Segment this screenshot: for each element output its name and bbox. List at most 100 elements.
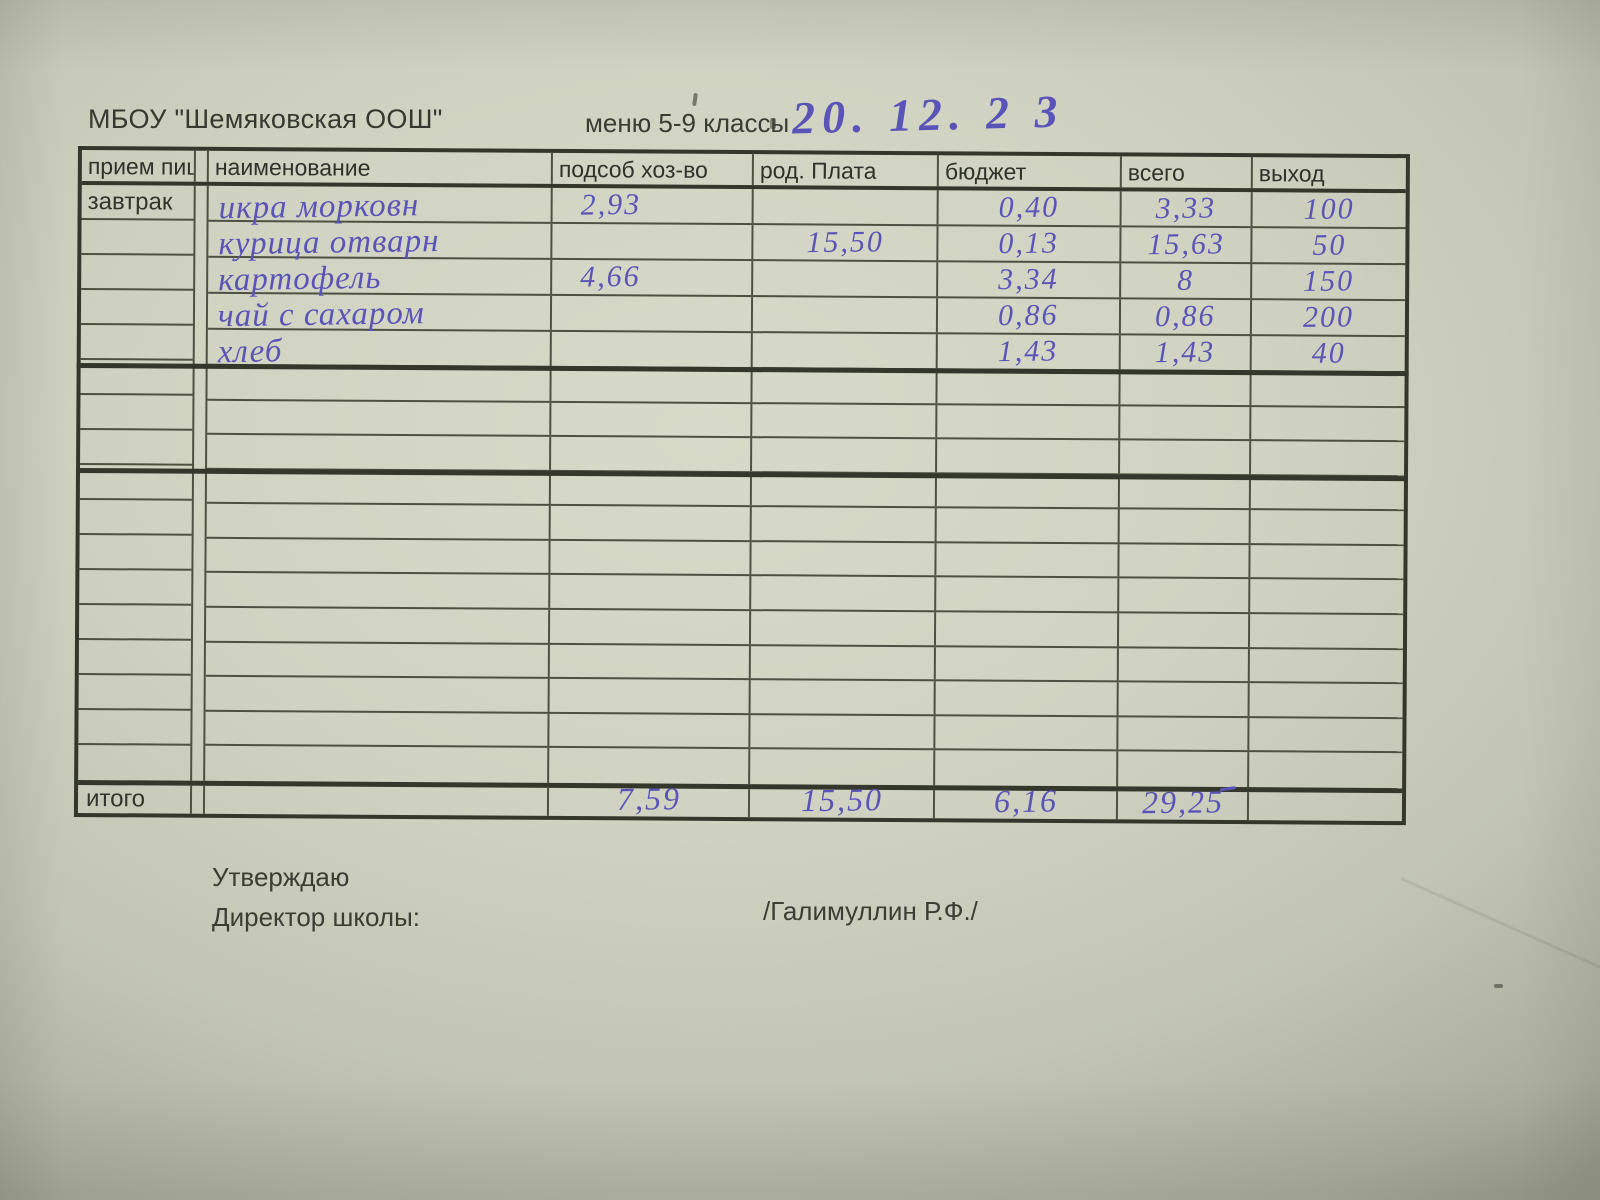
rod-cell-empty bbox=[750, 369, 936, 403]
paper-speck bbox=[1494, 984, 1503, 988]
meal-cell-empty bbox=[79, 500, 192, 536]
total-cell-empty bbox=[1116, 751, 1248, 788]
rod-cell bbox=[750, 297, 937, 333]
dish-name-cell-empty bbox=[206, 642, 548, 677]
meal-cell-empty bbox=[78, 675, 191, 711]
out-cell-empty bbox=[1247, 717, 1403, 752]
table-row: чай с сахаром 0,86 0,86 200 bbox=[207, 293, 1406, 338]
meal-cell-empty bbox=[80, 290, 194, 326]
out-cell-empty bbox=[1248, 545, 1404, 579]
header-rod: род. Плата bbox=[751, 154, 937, 187]
dish-name-cell-empty bbox=[206, 539, 548, 574]
director-label: Директор школы: bbox=[212, 902, 420, 932]
dish-name-cell-empty bbox=[206, 573, 548, 608]
meal-cell-empty bbox=[79, 535, 192, 571]
meal-cell-empty bbox=[78, 640, 191, 676]
total-cell-empty bbox=[1118, 440, 1250, 474]
budget-cell-empty bbox=[935, 370, 1119, 404]
rod-cell-empty bbox=[749, 542, 935, 576]
total-cell: 3,33 bbox=[1119, 191, 1251, 227]
dish-name-cell-empty bbox=[206, 608, 548, 643]
budget-cell-empty bbox=[933, 716, 1117, 750]
out-cell-empty bbox=[1249, 406, 1405, 441]
header-podsob: подсоб хоз-во bbox=[550, 152, 752, 186]
meal-cell-empty bbox=[78, 745, 190, 781]
rod-cell-empty bbox=[748, 749, 934, 786]
budget-cell-empty bbox=[933, 646, 1117, 681]
budget-cell: 0,86 bbox=[935, 298, 1120, 334]
header-name: наименование bbox=[214, 153, 371, 181]
rod-cell-empty bbox=[748, 680, 934, 715]
budget-cell-empty bbox=[935, 404, 1119, 439]
stray-pen-mark bbox=[692, 92, 698, 107]
out-cell-empty bbox=[1247, 752, 1403, 789]
header-total: всего bbox=[1119, 156, 1251, 189]
out-cell-empty bbox=[1247, 648, 1403, 683]
out-cell: 50 bbox=[1250, 228, 1406, 264]
totals-rod: 15,50 bbox=[747, 781, 934, 819]
meal-cell-empty bbox=[81, 220, 194, 256]
meal-column: завтрак bbox=[78, 185, 196, 781]
podsob-cell bbox=[550, 223, 752, 260]
school-name: МБОУ "Шемяковская ООШ" bbox=[88, 104, 443, 134]
dish-name-cell: чай с сахаром bbox=[217, 294, 425, 334]
total-cell-empty bbox=[1116, 613, 1249, 647]
rod-cell bbox=[751, 189, 937, 225]
header-out: выход bbox=[1250, 157, 1406, 190]
dish-name-cell-empty bbox=[207, 400, 549, 435]
podsob-cell bbox=[549, 331, 751, 368]
total-cell-empty bbox=[1116, 647, 1248, 682]
dish-name-cell: картофель bbox=[217, 259, 382, 298]
table-body: завтрак икра морковн 2,93 0,40 3,33 100 … bbox=[76, 185, 1409, 789]
podsob-cell bbox=[549, 295, 752, 332]
budget-cell: 0,40 bbox=[936, 190, 1120, 226]
totals-total: 29,25 bbox=[1115, 783, 1248, 821]
out-cell: 40 bbox=[1249, 336, 1405, 372]
total-cell-empty bbox=[1117, 509, 1249, 544]
totals-name-cell bbox=[205, 786, 547, 816]
menu-date-handwritten: 20. 12. 2 3 bbox=[791, 85, 1066, 144]
meal-cell-empty bbox=[78, 710, 191, 746]
total-cell-empty bbox=[1118, 405, 1250, 440]
director-signature: /Галимуллин Р.Ф./ bbox=[763, 896, 978, 926]
podsob-cell-empty bbox=[548, 575, 750, 610]
menu-title: меню 5-9 классы bbox=[585, 108, 790, 138]
podsob-cell-empty bbox=[547, 644, 749, 679]
paper-crease bbox=[1400, 877, 1600, 986]
podsob-cell-empty bbox=[548, 506, 750, 541]
podsob-cell-empty bbox=[548, 540, 750, 575]
rod-cell-empty bbox=[749, 576, 935, 611]
podsob-cell-empty bbox=[547, 713, 749, 748]
totals-label: итого bbox=[77, 785, 193, 814]
total-cell-empty bbox=[1116, 717, 1248, 751]
totals-row: итого 7,59 15,50 6,16 29,25 bbox=[77, 780, 1403, 822]
dish-name-cell-empty bbox=[205, 746, 547, 783]
total-cell-empty bbox=[1118, 371, 1250, 405]
out-cell-empty bbox=[1247, 683, 1403, 717]
rod-cell-empty bbox=[750, 438, 936, 472]
rod-cell bbox=[750, 333, 936, 369]
dish-name-cell: икра морковн bbox=[218, 186, 420, 226]
budget-cell-empty bbox=[933, 681, 1117, 716]
main-columns: икра морковн 2,93 0,40 3,33 100 курица о… bbox=[203, 185, 1406, 789]
dish-name-cell-empty bbox=[207, 504, 549, 539]
rod-cell-empty bbox=[750, 403, 936, 438]
podsob-cell: 2,93 bbox=[550, 187, 752, 224]
total-cell: 8 bbox=[1119, 263, 1251, 299]
header-budget: бюджет bbox=[936, 155, 1120, 188]
total-cell-empty bbox=[1117, 578, 1249, 613]
meal-cell: завтрак bbox=[81, 185, 194, 221]
approve-label: Утверждаю bbox=[212, 862, 350, 892]
podsob-cell-empty bbox=[547, 679, 749, 713]
total-cell-empty bbox=[1116, 682, 1248, 716]
rod-cell-empty bbox=[748, 645, 934, 680]
podsob-cell-empty bbox=[549, 367, 751, 402]
budget-cell-empty bbox=[934, 577, 1118, 612]
out-cell-empty bbox=[1249, 441, 1405, 475]
budget-cell: 3,34 bbox=[936, 262, 1120, 298]
out-cell-empty bbox=[1249, 372, 1405, 406]
table-row: курица отварн 15,50 0,13 15,63 50 bbox=[208, 221, 1406, 266]
meal-cell-empty bbox=[81, 255, 194, 291]
podsob-cell: 4,66 bbox=[550, 259, 752, 296]
